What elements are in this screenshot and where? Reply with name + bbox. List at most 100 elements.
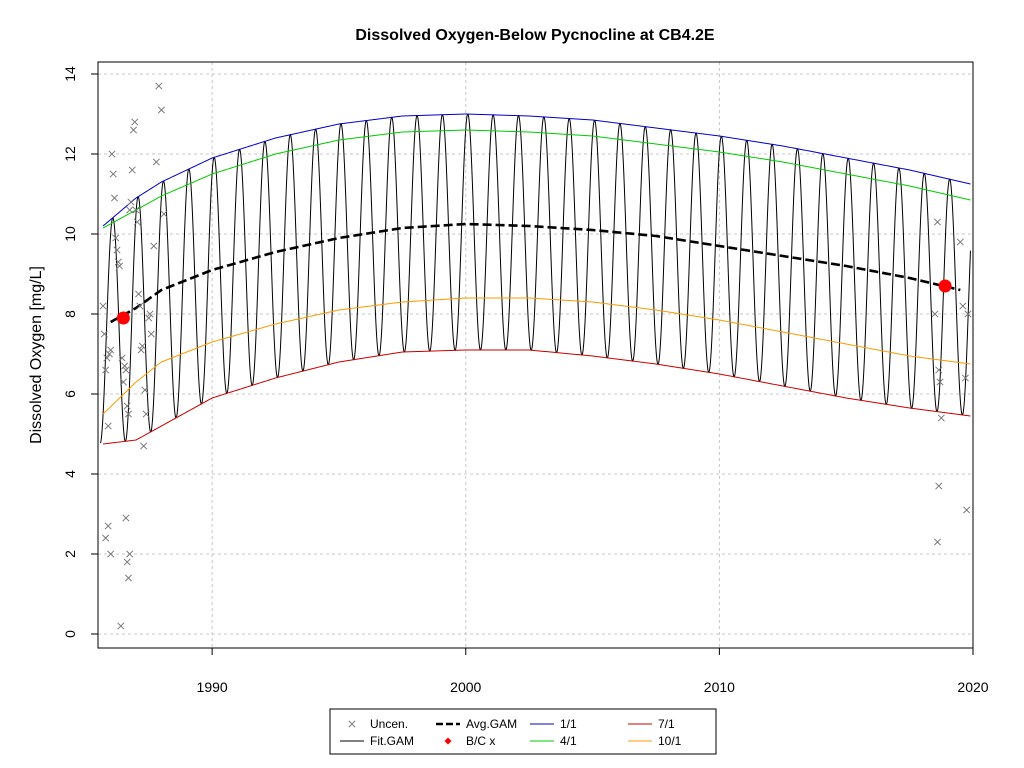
observation-mark xyxy=(964,310,972,318)
y-tick-label: 8 xyxy=(62,310,78,318)
observation-point xyxy=(136,302,144,310)
observation-point xyxy=(104,422,112,430)
observation-point xyxy=(152,158,160,166)
observation-mark xyxy=(133,218,141,226)
x-tick-label: 2000 xyxy=(450,679,481,695)
observation-point xyxy=(147,330,155,338)
observation-point xyxy=(119,378,127,386)
observation-point xyxy=(133,218,141,226)
series-10-1-line xyxy=(102,297,971,415)
observation-point xyxy=(113,246,121,254)
observation-mark xyxy=(102,366,110,374)
observation-point xyxy=(140,442,148,450)
legend-item: 7/1 xyxy=(628,717,675,731)
observation-point xyxy=(142,410,150,418)
legend-label: 7/1 xyxy=(658,717,675,731)
observation-mark xyxy=(126,206,134,214)
legend-item: Avg.GAM xyxy=(436,717,517,731)
legend-item: 10/1 xyxy=(628,734,682,748)
observation-mark xyxy=(116,262,124,270)
legend-item: Fit.GAM xyxy=(340,734,414,748)
observation-point xyxy=(114,258,122,266)
observation-point xyxy=(937,414,945,422)
observation-point xyxy=(956,238,964,246)
y-tick-label: 4 xyxy=(62,470,78,478)
observation-mark xyxy=(114,258,122,266)
observation-point xyxy=(137,346,145,354)
observation-mark xyxy=(138,342,146,350)
plot-area xyxy=(99,82,972,630)
observation-mark xyxy=(128,166,136,174)
observation-point xyxy=(109,170,117,178)
legend-label: 4/1 xyxy=(560,734,577,748)
observation-mark xyxy=(112,234,120,242)
legend-item: 1/1 xyxy=(530,717,577,731)
observation-mark xyxy=(136,302,144,310)
observation-mark xyxy=(122,514,130,522)
observation-point xyxy=(935,366,943,374)
observation-point xyxy=(126,206,134,214)
observation-mark xyxy=(121,362,129,370)
observation-point xyxy=(961,374,969,382)
observation-mark xyxy=(104,422,112,430)
observation-mark xyxy=(103,354,111,362)
observation-point xyxy=(160,210,168,218)
observation-point xyxy=(124,574,132,582)
axes: 0 2 4 6 8 10 12 14 1990 2000 2010 2020 xyxy=(62,61,989,695)
x-tick-label: 2020 xyxy=(957,679,988,695)
observation-mark xyxy=(936,378,944,386)
observation-mark xyxy=(108,150,116,158)
chart-title: Dissolved Oxygen-Below Pycnocline at CB4… xyxy=(355,27,715,44)
legend-item: Uncen. xyxy=(348,717,408,731)
observation-point xyxy=(123,402,131,410)
observation-point xyxy=(933,538,942,546)
observation-mark xyxy=(963,506,971,514)
observation-point xyxy=(155,82,163,90)
y-tick-label: 14 xyxy=(62,66,78,82)
observation-mark xyxy=(140,442,148,450)
observation-mark xyxy=(157,106,165,114)
observation-point xyxy=(964,310,972,318)
observation-mark xyxy=(126,550,134,558)
y-tick-label: 0 xyxy=(62,630,78,638)
observation-mark xyxy=(135,290,143,298)
observation-mark xyxy=(131,118,139,126)
observation-mark xyxy=(160,210,168,218)
observation-mark xyxy=(123,558,131,566)
observation-mark xyxy=(147,330,155,338)
series-4-1-line xyxy=(102,129,971,229)
observation-mark xyxy=(124,410,132,418)
observation-point xyxy=(127,198,135,206)
observation-mark xyxy=(959,302,967,310)
y-tick-label: 6 xyxy=(62,390,78,398)
observation-mark xyxy=(107,550,115,558)
observation-point xyxy=(129,126,138,134)
observation-mark xyxy=(104,522,112,530)
observation-mark xyxy=(99,302,107,310)
observation-mark xyxy=(118,354,126,362)
observation-mark xyxy=(110,194,119,202)
observation-point xyxy=(99,302,107,310)
y-axis-label: Dissolved Oxygen [mg/L] xyxy=(28,266,45,444)
legend-label: B/C x xyxy=(466,734,495,748)
observation-mark xyxy=(956,238,964,246)
observation-mark xyxy=(119,378,127,386)
observation-point xyxy=(108,150,116,158)
observation-point xyxy=(102,366,110,374)
observation-point xyxy=(131,118,139,126)
observation-point xyxy=(107,346,115,354)
series-7-1-line xyxy=(103,349,971,445)
observation-point xyxy=(132,206,140,214)
legend-box xyxy=(329,708,717,755)
observation-point xyxy=(141,386,149,394)
series-fit-gam-line xyxy=(100,113,971,444)
legend-label: 1/1 xyxy=(560,717,577,731)
observation-point xyxy=(102,534,110,542)
observation-point xyxy=(118,354,126,362)
observation-mark xyxy=(132,206,140,214)
observation-mark xyxy=(142,410,150,418)
observation-mark xyxy=(129,126,138,134)
observation-point xyxy=(107,550,115,558)
observation-mark xyxy=(105,350,113,358)
observation-point xyxy=(103,354,111,362)
